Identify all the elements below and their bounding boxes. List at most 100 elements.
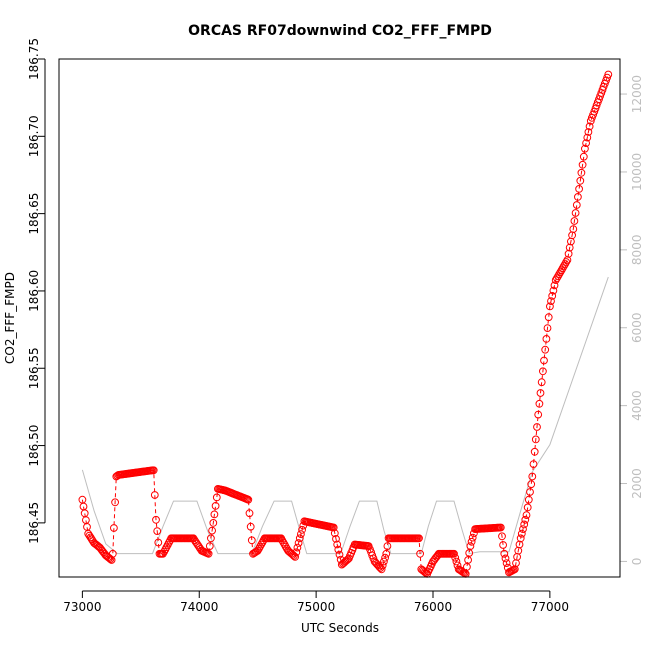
co2-point xyxy=(554,272,562,281)
co2-point xyxy=(293,543,302,552)
co2-point xyxy=(543,324,552,333)
co2-points xyxy=(78,70,613,578)
co2-point xyxy=(154,538,163,547)
co2-point xyxy=(541,345,550,354)
co2-point xyxy=(468,533,477,542)
co2-point xyxy=(295,534,304,543)
co2-point xyxy=(569,225,578,234)
y-tick-label: 186.75 xyxy=(27,38,41,80)
y2-tick-label: 12000 xyxy=(630,75,644,113)
y2-tick-label: 8000 xyxy=(630,235,644,266)
x-tick-label: 73000 xyxy=(63,600,101,614)
co2-point xyxy=(279,538,288,547)
co2-point xyxy=(556,268,565,277)
co2-point xyxy=(560,262,568,270)
co2-point xyxy=(561,260,569,268)
co2-point xyxy=(548,292,557,300)
co2-point xyxy=(452,557,461,566)
co2-point xyxy=(549,286,558,295)
altitude-line xyxy=(81,276,609,555)
co2-point xyxy=(245,509,254,518)
co2-point xyxy=(582,139,590,148)
co2-point xyxy=(110,524,118,532)
co2-point xyxy=(467,537,476,546)
co2-point xyxy=(335,550,344,559)
co2-point xyxy=(571,209,580,217)
co2-point xyxy=(256,542,264,551)
co2-point xyxy=(451,553,460,562)
co2-point xyxy=(535,399,544,408)
y-tick-label: 186.55 xyxy=(27,347,41,389)
y-tick-label: 186.45 xyxy=(27,502,41,544)
co2-point xyxy=(333,540,342,549)
co2-point xyxy=(150,491,159,499)
co2-point xyxy=(207,534,215,543)
chart-title: ORCAS RF07downwind CO2_FFF_FMPD xyxy=(188,23,492,39)
y2-tick-label: 4000 xyxy=(630,390,644,421)
co2-point xyxy=(330,529,339,538)
co2-point xyxy=(524,495,533,504)
co2-point xyxy=(540,356,548,365)
co2-point xyxy=(377,565,386,574)
co2-point xyxy=(581,144,589,153)
co2-point xyxy=(292,548,301,557)
co2-point xyxy=(208,526,217,535)
co2-point xyxy=(522,511,531,519)
co2-point xyxy=(153,527,162,535)
co2-point xyxy=(501,554,510,563)
co2-point xyxy=(152,515,160,524)
co2-point xyxy=(539,367,547,376)
co2-point xyxy=(578,160,587,169)
co2-point xyxy=(502,559,511,567)
co2-point xyxy=(517,529,526,538)
co2-point xyxy=(415,534,423,543)
co2-point xyxy=(149,466,158,475)
co2-point xyxy=(257,540,266,549)
co2-point xyxy=(583,133,592,142)
co2-point xyxy=(527,480,536,489)
co2-point xyxy=(212,493,221,502)
co2-point xyxy=(530,447,539,456)
co2-point xyxy=(574,193,582,201)
co2-point xyxy=(210,510,219,519)
co2-point xyxy=(546,302,554,311)
co2-point xyxy=(416,549,425,558)
co2-point xyxy=(575,185,583,193)
co2-point xyxy=(106,555,115,563)
co2-point xyxy=(382,549,391,558)
co2-point xyxy=(557,266,566,275)
co2-point xyxy=(570,217,579,225)
co2-point xyxy=(343,555,352,564)
axes: 73000 74000 75000 76000 77000 186.45 186.50 186… xyxy=(27,38,644,614)
co2-point xyxy=(526,488,534,496)
co2-point xyxy=(576,176,585,185)
co2-point xyxy=(520,520,529,529)
co2-point xyxy=(247,536,256,545)
co2-point xyxy=(204,549,213,558)
plot-frame xyxy=(58,58,621,578)
co2-point xyxy=(459,568,468,577)
co2-point xyxy=(294,539,303,547)
co2-point xyxy=(332,535,340,543)
y2-tick-label: 10000 xyxy=(630,153,644,191)
co2-point xyxy=(558,264,567,273)
co2-point xyxy=(519,525,527,533)
co2-point xyxy=(542,335,551,343)
y2-tick-label: 2000 xyxy=(630,468,644,499)
co2-point xyxy=(585,122,594,131)
co2-point xyxy=(298,525,307,534)
co2-point xyxy=(496,523,505,532)
co2-point xyxy=(550,281,559,290)
co2-point xyxy=(297,530,305,538)
y2-tick-label: 0 xyxy=(630,558,644,566)
co2-point xyxy=(521,515,530,524)
co2-point xyxy=(604,70,613,79)
y-tick-label: 186.70 xyxy=(27,115,41,157)
co2-point xyxy=(205,542,214,550)
x-tick-label: 75000 xyxy=(297,600,335,614)
y-axis-label: CO2_FFF_FMPD xyxy=(3,272,17,364)
co2-point xyxy=(334,545,343,554)
co2-point xyxy=(537,378,546,387)
co2-point xyxy=(278,536,287,545)
